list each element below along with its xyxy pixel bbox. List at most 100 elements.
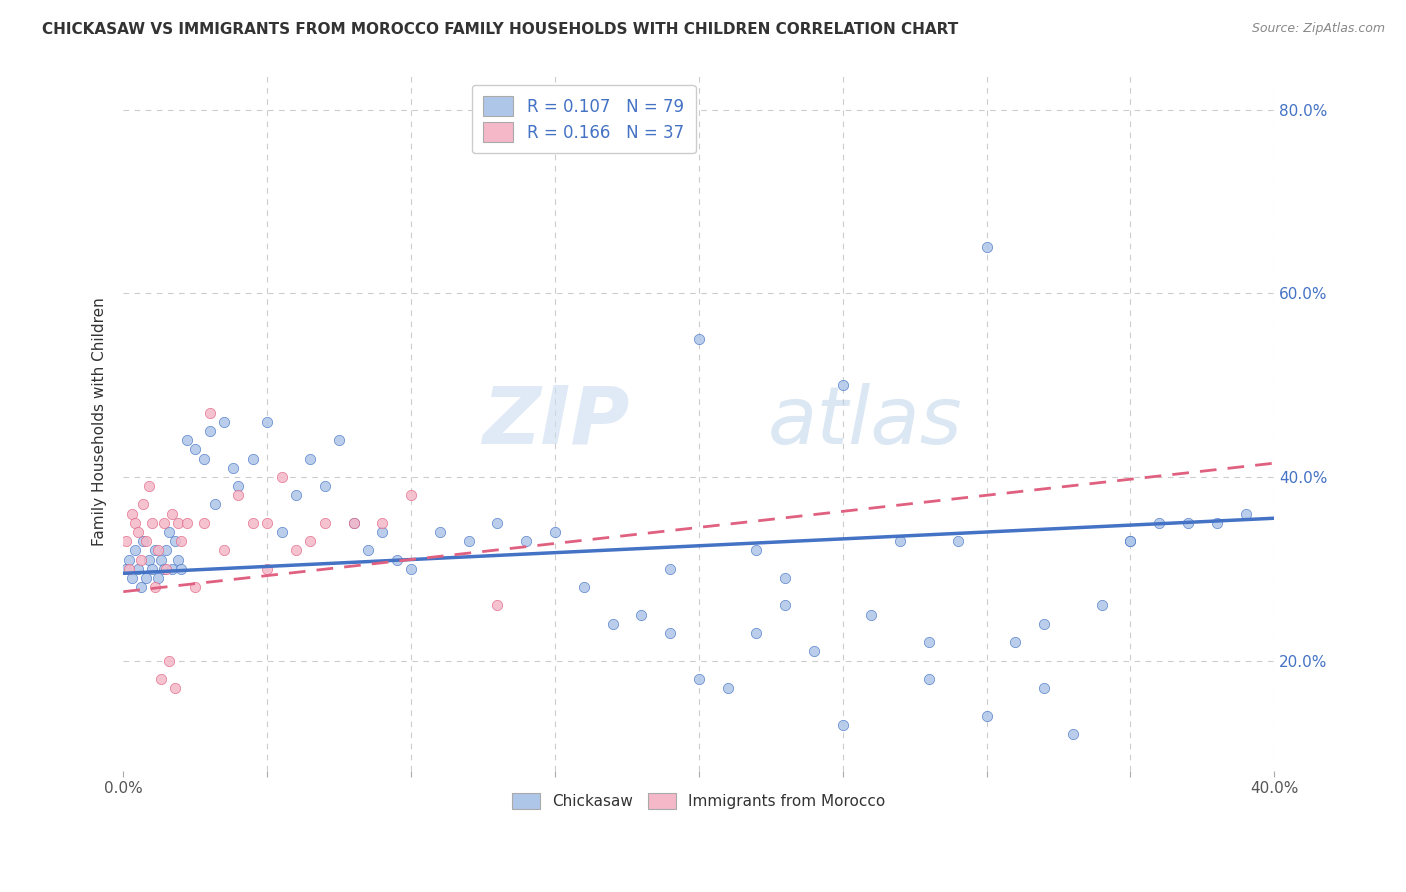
Point [773, 571, 796, 585]
Legend: Chickasaw, Immigrants from Morocco: Chickasaw, Immigrants from Morocco [506, 787, 891, 815]
Point [284, 488, 307, 502]
Point [242, 516, 264, 530]
Point [745, 543, 768, 558]
Text: ZIP: ZIP [482, 383, 630, 461]
Point [160, 562, 183, 576]
Point [659, 562, 682, 576]
Point [602, 616, 624, 631]
Point [132, 498, 155, 512]
Point [228, 488, 250, 502]
Point [121, 507, 143, 521]
Point [184, 442, 207, 457]
Point [135, 571, 157, 585]
Point [124, 543, 146, 558]
Point [146, 571, 169, 585]
Point [149, 672, 172, 686]
Point [228, 479, 250, 493]
Point [889, 534, 911, 549]
Text: atlas: atlas [768, 383, 963, 461]
Point [299, 451, 322, 466]
Point [155, 562, 177, 576]
Y-axis label: Family Households with Children: Family Households with Children [93, 297, 107, 546]
Point [193, 516, 215, 530]
Point [115, 562, 138, 576]
Point [946, 534, 969, 549]
Point [167, 552, 190, 566]
Point [918, 672, 941, 686]
Point [176, 516, 198, 530]
Point [165, 534, 187, 549]
Point [803, 644, 825, 658]
Text: CHICKASAW VS IMMIGRANTS FROM MOROCCO FAMILY HOUSEHOLDS WITH CHILDREN CORRELATION: CHICKASAW VS IMMIGRANTS FROM MOROCCO FAM… [42, 22, 959, 37]
Point [157, 524, 180, 539]
Point [688, 672, 710, 686]
Point [342, 516, 364, 530]
Point [457, 534, 479, 549]
Point [831, 718, 853, 732]
Point [184, 580, 207, 594]
Point [143, 580, 166, 594]
Point [284, 543, 307, 558]
Point [212, 543, 235, 558]
Point [149, 552, 172, 566]
Point [127, 524, 149, 539]
Point [152, 516, 174, 530]
Point [1177, 516, 1199, 530]
Point [1149, 516, 1171, 530]
Point [773, 599, 796, 613]
Point [486, 516, 509, 530]
Point [486, 599, 509, 613]
Point [167, 516, 190, 530]
Point [115, 534, 138, 549]
Text: Source: ZipAtlas.com: Source: ZipAtlas.com [1251, 22, 1385, 36]
Point [399, 488, 422, 502]
Point [1119, 534, 1142, 549]
Point [141, 516, 163, 530]
Point [256, 415, 278, 429]
Point [152, 562, 174, 576]
Point [342, 516, 364, 530]
Point [328, 433, 350, 447]
Point [129, 552, 152, 566]
Point [630, 607, 652, 622]
Point [270, 524, 292, 539]
Point [371, 524, 394, 539]
Point [124, 516, 146, 530]
Point [314, 516, 336, 530]
Point [256, 516, 278, 530]
Point [118, 552, 141, 566]
Point [515, 534, 537, 549]
Point [429, 524, 451, 539]
Point [688, 332, 710, 346]
Point [193, 451, 215, 466]
Point [176, 433, 198, 447]
Point [138, 479, 160, 493]
Point [1091, 599, 1114, 613]
Point [572, 580, 595, 594]
Point [717, 681, 740, 695]
Point [141, 562, 163, 576]
Point [357, 543, 380, 558]
Point [170, 534, 193, 549]
Point [918, 635, 941, 649]
Point [127, 562, 149, 576]
Point [976, 708, 998, 723]
Point [1033, 681, 1056, 695]
Point [143, 543, 166, 558]
Point [544, 524, 567, 539]
Point [138, 552, 160, 566]
Point [399, 562, 422, 576]
Point [659, 626, 682, 640]
Point [157, 653, 180, 667]
Point [314, 479, 336, 493]
Point [745, 626, 768, 640]
Point [135, 534, 157, 549]
Point [1205, 516, 1227, 530]
Point [831, 378, 853, 392]
Point [118, 562, 141, 576]
Point [221, 460, 243, 475]
Point [1119, 534, 1142, 549]
Point [976, 240, 998, 254]
Point [170, 562, 193, 576]
Point [1234, 507, 1257, 521]
